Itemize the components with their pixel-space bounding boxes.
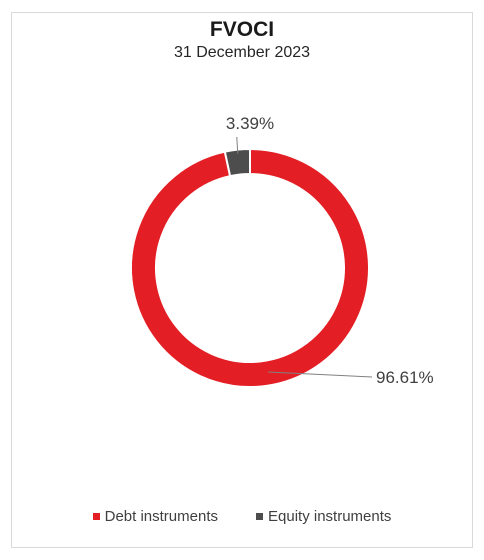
chart-legend: Debt instruments Equity instruments [0,508,484,525]
legend-item-equity: Equity instruments [256,508,391,525]
chart-title: FVOCI [209,18,275,41]
data-label-debt: 96.61% [376,368,434,387]
chart-frame [11,12,473,548]
leader-line-equity [236,136,239,154]
legend-swatch-debt [92,513,100,520]
legend-swatch-equity [256,513,263,520]
chart-subtitle: 31 December 2023 [173,44,311,61]
donut-slice-equity [223,147,251,178]
legend-label-debt: Debt instruments [104,508,218,525]
legend-label-equity: Equity instruments [268,508,392,525]
donut-slice-debt [130,147,370,388]
data-label-equity: 3.39% [226,114,274,133]
legend-item-debt: Debt instruments [92,508,218,525]
leader-line-debt [267,371,373,378]
